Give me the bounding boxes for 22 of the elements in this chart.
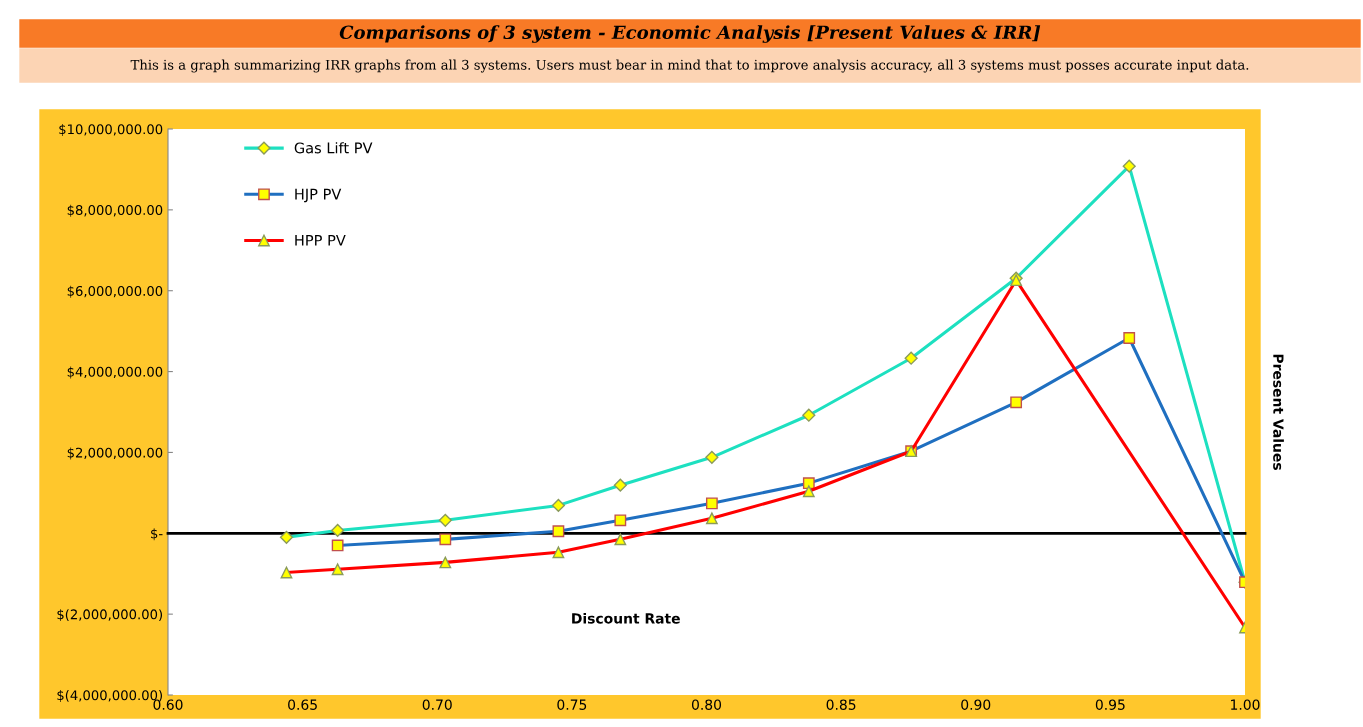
- x-tick-label: 0.85: [826, 699, 856, 710]
- x-tick-label: 0.65: [288, 699, 317, 710]
- x-tick-label: 0.75: [557, 699, 587, 710]
- legend-label: Gas Lift PV: [294, 142, 373, 154]
- chart-title: Comparisons of 3 system - Economic Analysis [Present Values & IRR]: [339, 25, 1041, 43]
- y-tick-label: $2,000,000.00: [67, 447, 163, 460]
- x-tick-label: 1.00: [1231, 699, 1260, 710]
- y-tick-label: $-: [151, 528, 163, 541]
- x-tick-label: 0.70: [422, 699, 452, 710]
- y-axis-title: Present Values: [1273, 354, 1284, 470]
- y-tick-label: $4,000,000.00: [67, 366, 163, 379]
- y-tick-label: $8,000,000.00: [67, 204, 163, 217]
- chart-subtitle: This is a graph summarizing IRR graphs from all 3 systems. Users must bear in mind that to improve analysis accuracy, all 3 systems must posses accurate input data.: [130, 59, 1249, 73]
- x-tick-label: 0.95: [1095, 699, 1125, 710]
- x-tick-label: 0.80: [691, 699, 722, 710]
- legend-label: HPP PV: [295, 234, 346, 246]
- legend-label: HJP PV: [295, 188, 342, 203]
- y-tick-label: $10,000,000.00: [59, 123, 163, 136]
- x-tick-label: 0.90: [961, 699, 991, 710]
- y-tick-label: $6,000,000.00: [67, 285, 163, 298]
- x-axis-title: Discount Rate: [572, 612, 680, 624]
- y-tick-label: $(2,000,000.00): [57, 609, 162, 622]
